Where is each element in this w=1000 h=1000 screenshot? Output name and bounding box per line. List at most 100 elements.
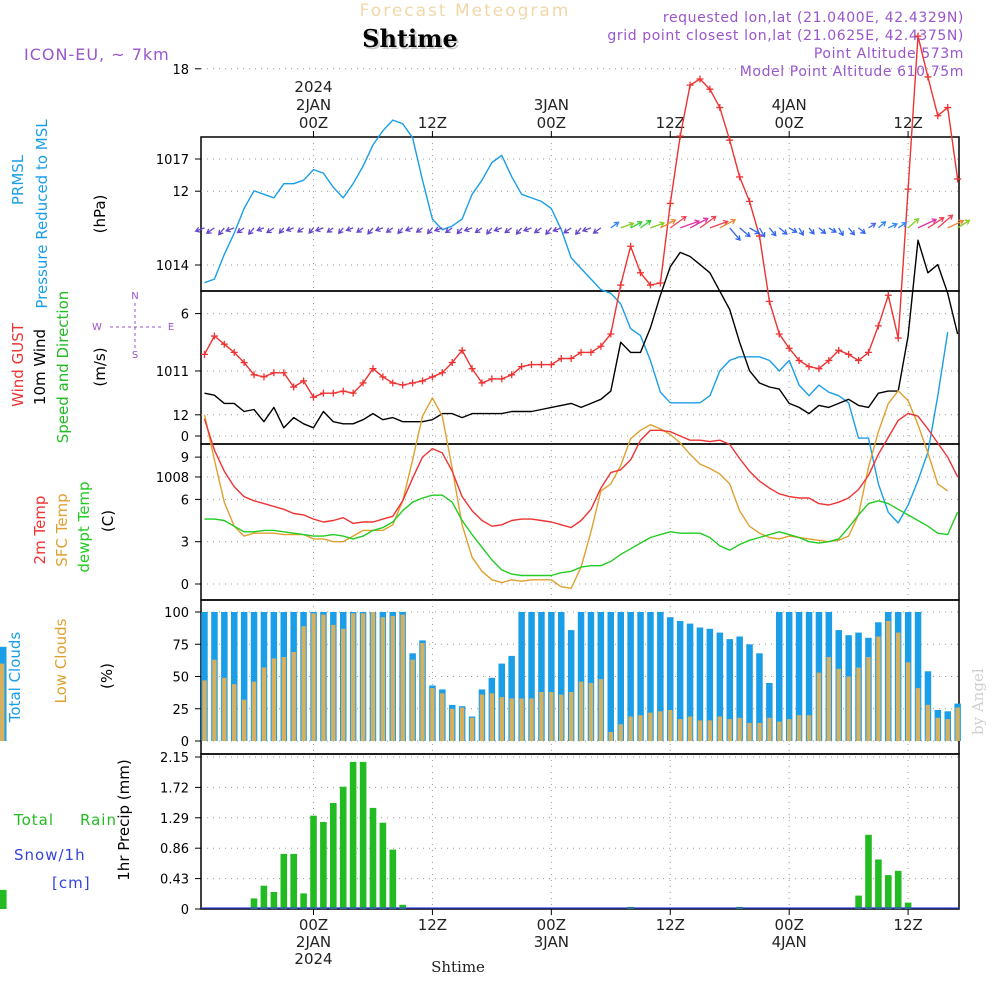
rain-bar	[885, 875, 892, 909]
wind-direction-arrow	[256, 226, 265, 232]
gust-marker	[339, 387, 347, 395]
wind-direction-arrow	[907, 217, 920, 229]
y-tick-label: 1011	[156, 365, 189, 380]
total-cloud-bar	[617, 612, 624, 741]
rain-bar	[359, 761, 367, 909]
wind-direction-arrow	[838, 227, 844, 237]
wind-direction-arrow	[917, 218, 938, 229]
gust-marker	[389, 379, 397, 387]
gust-marker	[300, 377, 308, 385]
gust-marker	[686, 81, 694, 89]
gust-marker	[240, 359, 248, 367]
wind-direction-arrow	[858, 227, 866, 235]
top-time-label: 00Z	[299, 114, 328, 132]
total-cloud-bar	[250, 612, 258, 741]
low-cloud-bar	[469, 717, 475, 741]
low-cloud-bar	[598, 679, 604, 741]
wind-direction-arrow	[308, 227, 314, 234]
low-cloud-bar	[410, 659, 415, 741]
y-tick-label: 0.86	[160, 842, 189, 857]
low-cloud-bar	[380, 617, 386, 741]
y-tick-label: 1.29	[160, 812, 189, 827]
pressure-line	[204, 119, 949, 524]
low-cloud-bar	[202, 680, 207, 741]
rain-bar	[389, 849, 397, 909]
wind-direction-arrow	[285, 226, 294, 233]
dewpt-label: dewpt Temp	[75, 481, 93, 572]
wind-direction-arrow	[818, 227, 827, 235]
rain-label: Rain	[80, 811, 117, 829]
gust-marker	[409, 379, 417, 387]
gust-marker	[280, 369, 288, 377]
wind-direction-arrow	[433, 226, 443, 233]
total-cloud-bar	[221, 612, 228, 741]
gust-marker	[627, 242, 635, 250]
compass-icon: N S W E	[92, 291, 174, 361]
wind-direction-arrow	[868, 222, 877, 229]
bottom-time-label: 12Z	[418, 916, 447, 934]
top-time-label: 2024	[294, 78, 332, 96]
gust-marker	[954, 175, 962, 183]
total-cloud-bar	[201, 612, 208, 741]
gust-marker	[934, 112, 942, 120]
temp-unit: (C)	[99, 510, 117, 532]
total-cloud-bar	[736, 636, 743, 741]
low-cloud-bar	[222, 677, 227, 741]
wind-direction-arrow	[699, 215, 717, 229]
low-cloud-bar	[678, 719, 683, 741]
total-cloud-bar	[627, 612, 634, 741]
rain-bar	[310, 815, 317, 909]
low-cloud-bar	[341, 628, 346, 741]
gust-marker	[894, 334, 902, 342]
compass-w: W	[92, 322, 102, 333]
low-cloud-bar	[608, 732, 613, 741]
gust-marker	[587, 348, 595, 356]
total-cloud-bar	[805, 612, 813, 741]
low-cloud-bar	[400, 614, 405, 741]
low-cloud-bar	[509, 698, 514, 741]
low-cloud-bar	[896, 632, 901, 741]
total-cloud-bar	[558, 612, 565, 741]
gust-marker	[310, 393, 317, 401]
gust-marker	[726, 136, 734, 144]
gust-marker	[349, 389, 357, 397]
y-tick-label: 0	[181, 735, 189, 750]
y-tick-label: 6	[181, 493, 189, 508]
low-cloud-bar	[459, 707, 465, 741]
wind-direction-arrow	[474, 227, 483, 234]
pressure-unit: (hPa)	[91, 195, 109, 234]
total-cloud-bar	[240, 612, 248, 741]
y-tick-label: 9	[181, 451, 189, 466]
low-cloud-bar	[311, 613, 316, 741]
low-cloud-bar	[687, 716, 693, 741]
wind-direction-arrow	[522, 226, 532, 233]
gust-marker	[270, 369, 278, 377]
top-time-label: 00Z	[774, 114, 803, 132]
info-line: grid point closest lon,lat (21.0625E, 42…	[607, 28, 964, 44]
wind-direction-arrow	[444, 227, 453, 234]
gust-marker	[874, 322, 882, 330]
wind-direction-arrow	[552, 226, 562, 233]
wind-direction-arrow	[575, 227, 582, 236]
gust-marker	[478, 379, 486, 387]
gust-marker	[468, 365, 476, 373]
rain-bar	[0, 889, 7, 909]
low-cloud-bar	[787, 719, 792, 741]
info-line: requested lon,lat (21.0400E, 42.4329N)	[663, 10, 964, 26]
gust-marker	[329, 389, 337, 397]
pressure-panel: 1008 1011 1014 1017	[156, 136, 960, 486]
bottom-time-label: 12Z	[656, 916, 685, 934]
wind-speed-line	[204, 239, 959, 429]
gust-marker	[825, 357, 833, 365]
wind-direction-arrow	[486, 227, 493, 235]
wind-direction-arrow	[374, 226, 384, 233]
gust-marker	[864, 348, 872, 356]
gust-marker	[815, 365, 823, 373]
total-cloud-bar	[637, 612, 644, 741]
wind-direction-arrow	[345, 226, 354, 232]
y-tick-label: 0	[181, 430, 189, 445]
low-cloud-bar	[925, 704, 931, 741]
gust-marker	[716, 104, 724, 112]
wind-direction-arrow	[493, 226, 503, 233]
gust-marker	[290, 383, 298, 391]
